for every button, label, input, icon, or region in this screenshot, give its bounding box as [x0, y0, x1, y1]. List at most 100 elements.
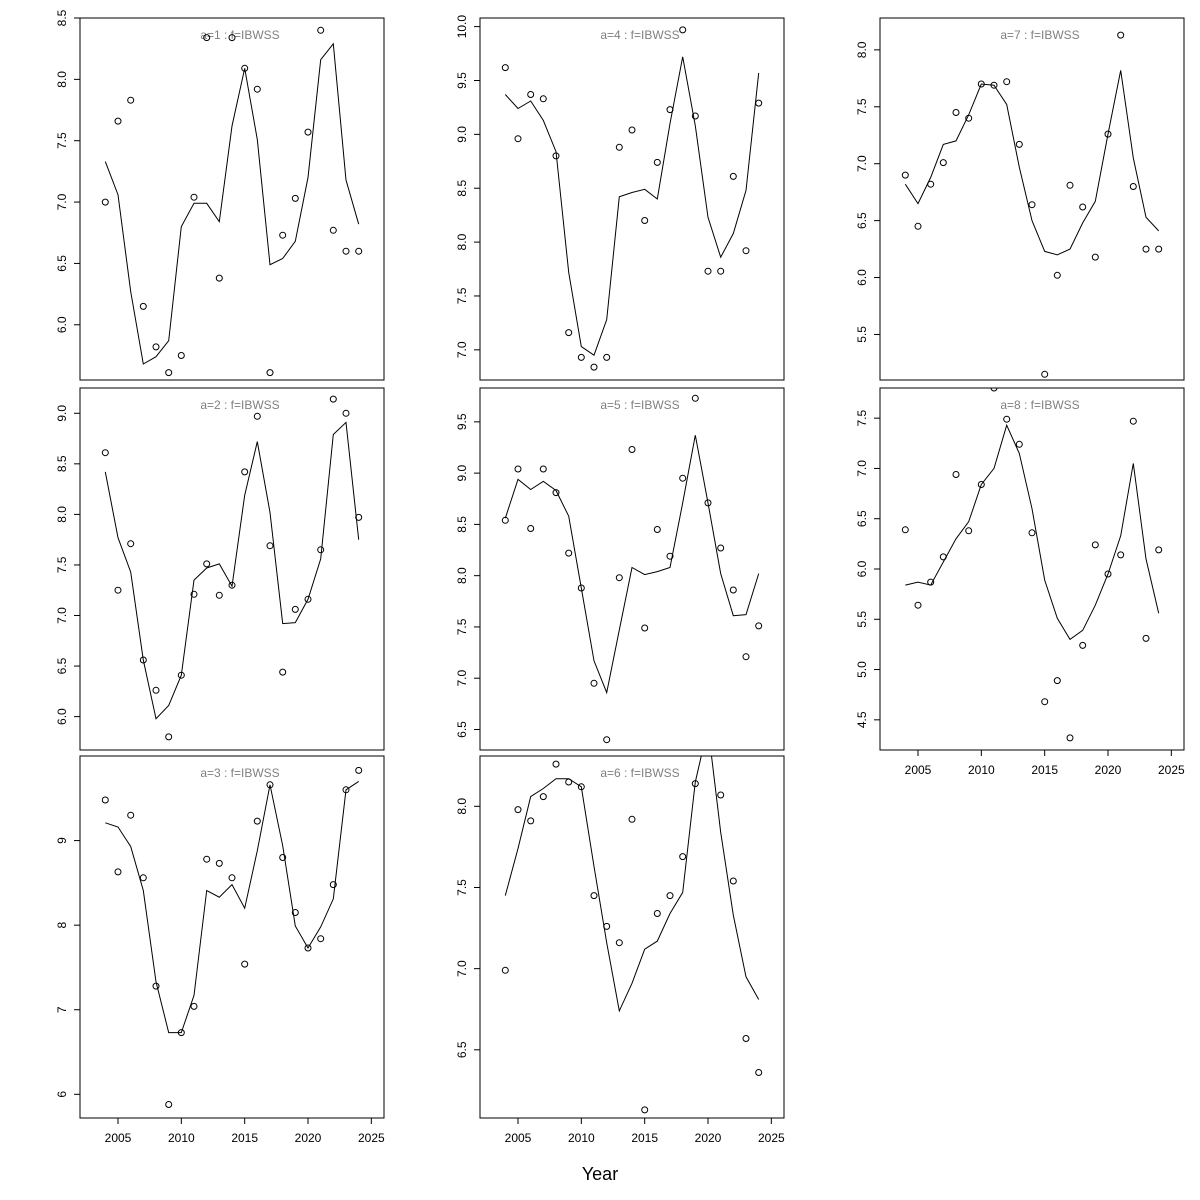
panel-a2-observed-point — [215, 591, 223, 599]
panel-a7-observed-point — [1104, 130, 1112, 138]
panel-a8-ytick-label: 6.0 — [855, 560, 869, 577]
panel-a5-observed-point — [565, 549, 573, 557]
panel-a4-observed-point — [628, 126, 636, 134]
panel-a2-ytick-label: 8.5 — [55, 455, 69, 472]
panel-a6-xtick-label: 2010 — [568, 1131, 595, 1145]
panel-a6-data — [501, 756, 763, 1114]
panel-a2-ytick-label: 7.0 — [55, 607, 69, 624]
panel-a5-observed-point — [527, 525, 535, 532]
panel-a3-observed-point — [266, 781, 274, 789]
panel-a8-ytick-label: 6.5 — [855, 510, 869, 527]
panel-a4-observed-point — [755, 99, 763, 107]
panel-a7-ytick-label: 6.5 — [855, 212, 869, 229]
panel-a3-ytick-label: 6 — [55, 1091, 69, 1098]
panel-a1-ytick-label: 6.0 — [55, 316, 69, 333]
panel-a7-frame — [879, 17, 1185, 381]
panel-a4-observed-point — [704, 267, 712, 275]
panel-a3-observed-point — [203, 855, 211, 863]
panel-a4-ytick-label: 7.0 — [455, 341, 469, 358]
panel-a2-frame — [79, 387, 385, 751]
panel-a2-ytick-label: 8.0 — [55, 506, 69, 523]
panel-a5-ytick-label: 7.0 — [455, 670, 469, 687]
panel-a7-observed-point — [1079, 203, 1087, 211]
panel-a7-title: a=7 : f=IBWSS — [1000, 28, 1079, 42]
panel-a1-observed-point — [165, 369, 173, 377]
panel-a2-ytick-label: 6.5 — [55, 657, 69, 674]
panel-a7-observed-point — [1155, 245, 1163, 253]
panel-a3-observed-point — [253, 817, 261, 825]
panel-a2-ytick-label: 9.0 — [55, 405, 69, 422]
panel-a4-ytick-label: 9.5 — [455, 72, 469, 89]
panel-a3-title: a=3 : f=IBWSS — [200, 766, 279, 780]
panel-a3-xtick-label: 2020 — [295, 1131, 322, 1145]
panel-a2-ytick-label: 7.5 — [55, 556, 69, 573]
panel-a4-observed-point — [641, 217, 649, 224]
panel-a2-observed-point — [139, 656, 147, 664]
panel-a7-ytick-label: 7.5 — [855, 98, 869, 115]
panel-a6-observed-point — [552, 760, 560, 768]
panel-a3-xtick-label: 2025 — [358, 1131, 385, 1145]
panel-a7-observed-point — [977, 80, 985, 88]
panel-a4-observed-point — [679, 26, 687, 34]
panel-a5-observed-point — [514, 465, 522, 473]
panel-a8-observed-point — [1129, 417, 1137, 425]
panel-a6-observed-point — [514, 806, 522, 814]
panel-a6-observed-point — [590, 892, 598, 900]
panel-a2-observed-point — [165, 733, 173, 741]
panel-a3-ytick-label: 7 — [55, 1006, 69, 1013]
panel-a2-observed-point — [317, 546, 325, 554]
panel-a5-ytick-label: 6.5 — [455, 721, 469, 738]
panel-a6-ytick-label: 7.0 — [455, 960, 469, 977]
panel-a6-observed-point — [641, 1106, 649, 1114]
panel-a1-ytick-label: 7.5 — [55, 132, 69, 149]
panel-a8-xtick-label: 2010 — [968, 763, 995, 777]
panel-a5-observed-point — [679, 474, 687, 482]
panel-a5-title: a=5 : f=IBWSS — [600, 398, 679, 412]
panel-a4-observed-point — [514, 135, 522, 143]
panel-a2-observed-point — [101, 449, 109, 457]
panel-a3-ytick-label: 9 — [55, 837, 69, 844]
panel-a2-observed-point — [266, 542, 274, 550]
panel-a6-xtick-label: 2005 — [505, 1131, 532, 1145]
panel-a8-title: a=8 : f=IBWSS — [1000, 398, 1079, 412]
panel-a8-observed-point — [977, 481, 985, 488]
panel-a1-observed-point — [203, 34, 211, 42]
panel-a3-observed-point — [329, 881, 337, 889]
panel-a7-observed-point — [1142, 245, 1150, 253]
panel-a6-observed-point — [717, 791, 725, 799]
panel-a3-observed-point — [317, 935, 325, 943]
panel-a5-frame — [479, 387, 785, 751]
panel-a3-observed-point — [342, 786, 350, 794]
panel-a7: a=7 : f=IBWSS 5.5 6.0 6.5 7.0 7.5 8.0 — [855, 17, 1185, 381]
panel-a3-observed-point — [215, 859, 223, 867]
panel-a8-observed-point — [1142, 634, 1150, 642]
panel-a8-observed-point — [927, 578, 935, 586]
panel-a4-observed-point — [666, 106, 674, 114]
panel-a6-ytick-label: 7.5 — [455, 879, 469, 896]
panel-a8-ytick-label: 5.0 — [855, 661, 869, 678]
panel-a1-title: a=1 : f=IBWSS — [200, 28, 279, 42]
panel-a3-observed-point — [165, 1101, 173, 1108]
panel-a8-ytick-label: 4.5 — [855, 711, 869, 728]
panel-a1-ytick-label: 8.0 — [55, 71, 69, 88]
panel-a6: a=6 : f=IBWSS 6.5 7.0 7.5 8.0 2005 2010 2015 202… — [455, 755, 785, 1145]
panel-a5-observed-point — [539, 465, 547, 473]
panel-a4-observed-point — [717, 267, 725, 275]
panel-a7-observed-point — [990, 81, 998, 89]
panel-a6-observed-point — [603, 922, 611, 930]
panel-a2-title: a=2 : f=IBWSS — [200, 398, 279, 412]
panel-a6-observed-point — [666, 892, 674, 900]
panel-a5-observed-point — [691, 394, 699, 402]
panel-a1-observed-point — [329, 226, 337, 234]
panel-a2-observed-point — [291, 605, 299, 613]
panel-a2-fitted-line — [104, 421, 360, 720]
panel-a1-ytick-label: 6.5 — [55, 255, 69, 272]
panel-a2-ytick-label: 6.0 — [55, 708, 69, 725]
panel-a7-fitted-line — [904, 70, 1160, 256]
panel-a8-data — [901, 388, 1163, 742]
panel-a4-observed-point — [742, 247, 750, 255]
panel-a3-observed-point — [101, 796, 109, 804]
panel-a8-xtick-label: 2025 — [1158, 763, 1185, 777]
panel-a3-observed-point — [241, 960, 249, 968]
panel-a7-observed-point — [914, 222, 922, 230]
